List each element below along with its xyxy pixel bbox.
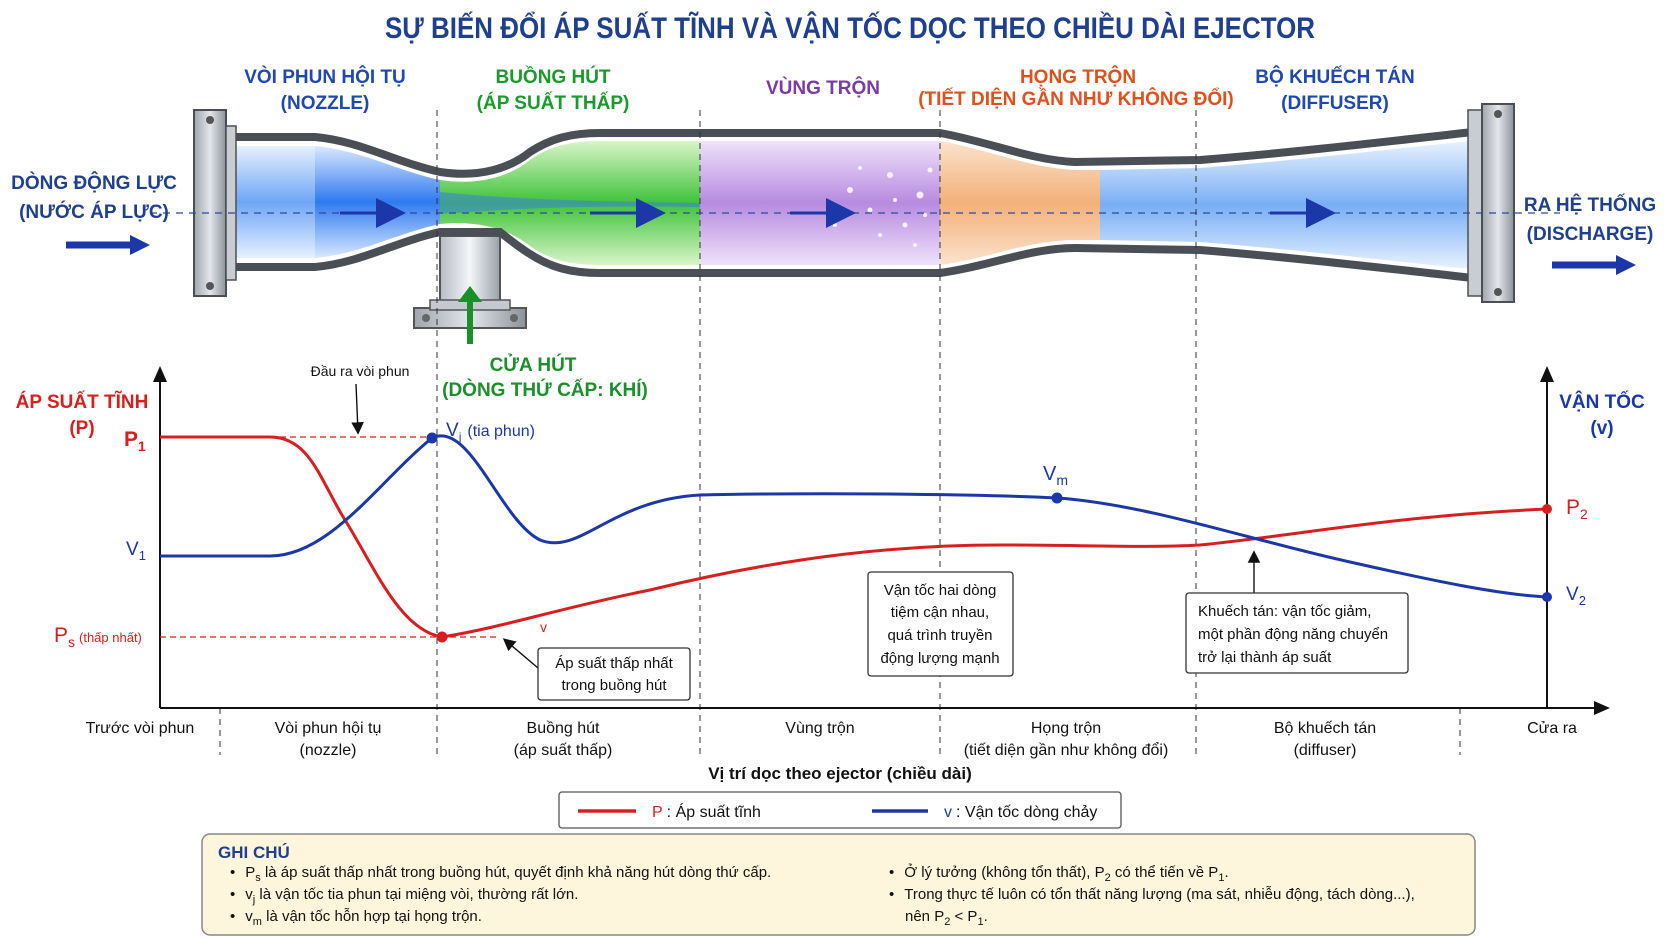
x-axis-title: Vị trí dọc theo ejector (chiều dài) <box>708 764 972 783</box>
throat-flow <box>940 141 1100 265</box>
annotation-diffusion-line3: trở lại thành áp suất <box>1198 649 1332 666</box>
nozzle-flow <box>315 146 440 258</box>
ejector-body <box>150 103 1560 344</box>
section-suction-title: BUỒNG HÚT <box>495 66 610 88</box>
nozzle-jet <box>440 192 700 214</box>
annotation-converge-line2: tiệm cận nhau, <box>891 604 989 621</box>
ejector-lower-wall <box>208 228 1483 283</box>
notes-title: GHI CHÚ <box>218 843 290 862</box>
point-p2 <box>1542 504 1552 514</box>
x-cat-4-line1: Họng trộn <box>1031 720 1101 737</box>
section-nozzle-subtitle: (NOZZLE) <box>281 93 370 114</box>
annotation-diffusion-line2: một phần động năng chuyển <box>1198 626 1388 643</box>
annotation-diffusion: Khuếch tán: vận tốc giảm, một phần động … <box>1185 550 1409 674</box>
chart-axes <box>153 366 1610 715</box>
x-cat-1-line1: Vòi phun hội tụ <box>275 720 382 737</box>
section-nozzle-title: VÒI PHUN HỘI TỤ <box>244 66 406 88</box>
right-axis-title-line1: VẬN TỐC <box>1559 391 1645 413</box>
inlet-flange <box>193 109 227 297</box>
label-p1: P1 <box>124 428 146 454</box>
pressure-curve <box>160 435 1549 639</box>
suction-port-label-line1: CỬA HÚT <box>490 354 577 376</box>
outlet-label-line2: (DISCHARGE) <box>1527 224 1654 245</box>
ejector-upper-wall <box>208 127 1483 178</box>
legend-pressure-label: P: Áp suất tĩnh <box>652 802 761 821</box>
section-diffuser-subtitle: (DIFFUSER) <box>1281 93 1389 114</box>
section-headers: VÒI PHUN HỘI TỤ (NOZZLE) BUỒNG HÚT (ÁP S… <box>244 66 1414 114</box>
point-ps <box>436 631 448 643</box>
note-right-2: • Trong thực tế luôn có tổn thất năng lượ… <box>889 886 1415 903</box>
section-mixing-title: VÙNG TRỘN <box>766 77 880 99</box>
inlet-label-line2: (NƯỚC ÁP LỰC) <box>19 201 169 223</box>
annotation-converge-line1: Vận tốc hai dòng <box>884 582 997 599</box>
left-axis-title-line2: (P) <box>69 418 94 439</box>
legend-velocity-label: v: Vận tốc dòng chảy <box>944 804 1097 821</box>
annotation-diffusion-line1: Khuếch tán: vận tốc giảm, <box>1198 603 1371 620</box>
note-left-2: • vj là vận tốc tia phun tại miệng vòi, t… <box>230 886 578 906</box>
annotation-min-pressure: Áp suất thấp nhất trong buồng hút <box>502 638 691 701</box>
annotation-min-pressure-line1: Áp suất thấp nhất <box>555 655 673 672</box>
note-left-1: • Ps là áp suất thấp nhất trong buồng hút… <box>230 864 771 884</box>
mixing-zone-flow <box>700 141 940 265</box>
notes-box: GHI CHÚ • Ps là áp suất thấp nhất trong b… <box>201 833 1476 936</box>
label-ps: Ps (thấp nhất) <box>54 624 142 650</box>
annotation-converge-line4: động lượng mạnh <box>880 650 999 667</box>
x-cat-2-line1: Buồng hút <box>527 720 601 737</box>
x-cat-2-line2: (áp suất thấp) <box>514 742 613 759</box>
diffuser-flow <box>1100 140 1480 270</box>
x-categories: Trước vòi phun Vòi phun hội tụ (nozzle) … <box>86 720 1577 759</box>
point-v2 <box>1542 592 1552 602</box>
nozzle-exit-arrow <box>351 383 364 435</box>
label-v-mark: v <box>540 619 547 635</box>
inlet-label-line1: DÒNG ĐỘNG LỰC <box>11 172 177 194</box>
annotation-velocity-converge: Vận tốc hai dòng tiệm cận nhau, quá trìn… <box>867 571 1014 677</box>
label-p2: P2 <box>1566 496 1588 522</box>
outlet-label-line1: RA HỆ THỐNG <box>1524 194 1656 216</box>
label-vm: Vm <box>1043 463 1068 488</box>
annotation-min-pressure-line2: trong buồng hút <box>561 677 667 694</box>
section-dividers <box>219 110 1461 755</box>
x-cat-5-line1: Bộ khuếch tán <box>1274 720 1376 737</box>
right-axis-title-line2: (v) <box>1590 418 1613 439</box>
label-vj: Vj (tia phun) <box>446 420 535 444</box>
nozzle-exit-note: Đầu ra vòi phun <box>311 363 410 379</box>
note-right-1: • Ở lý tưởng (không tổn thất), P2 có thể … <box>889 863 1229 884</box>
section-throat-title: HỌNG TRỘN <box>1020 66 1136 88</box>
x-cat-0-line1: Trước vòi phun <box>86 720 195 737</box>
left-axis-title-line1: ÁP SUẤT TĨNH <box>16 391 149 413</box>
suction-port-label-line2: (DÒNG THỨ CẤP: KHÍ) <box>442 379 648 401</box>
x-cat-1-line2: (nozzle) <box>300 742 357 759</box>
point-vj <box>426 432 438 444</box>
x-cat-3-line1: Vùng trộn <box>785 720 854 737</box>
label-v1: V1 <box>126 539 146 563</box>
legend: P: Áp suất tĩnh v: Vận tốc dòng chảy <box>558 791 1122 829</box>
x-cat-5-line2: (diffuser) <box>1294 742 1357 759</box>
note-left-3: • vm là vận tốc hỗn hợp tại họng trộn. <box>230 908 482 928</box>
section-diffuser-title: BỘ KHUẾCH TÁN <box>1255 66 1414 88</box>
page-title: SỰ BIẾN ĐỔI ÁP SUẤT TĨNH VÀ VẬN TỐC DỌC … <box>385 11 1315 45</box>
section-suction-subtitle: (ÁP SUẤT THẤP) <box>477 92 630 114</box>
label-v2: V2 <box>1566 584 1586 608</box>
section-throat-subtitle: (TIẾT DIỆN GẦN NHƯ KHÔNG ĐỔI) <box>918 88 1234 110</box>
x-cat-4-line2: (tiết diện gần như không đổi) <box>964 741 1169 759</box>
point-vm <box>1051 492 1063 504</box>
velocity-curve <box>160 434 1549 599</box>
note-right-3: nên P2 < P1. <box>905 908 988 928</box>
annotation-converge-line3: quá trình truyền <box>887 627 992 644</box>
x-cat-6-line1: Cửa ra <box>1527 720 1577 737</box>
